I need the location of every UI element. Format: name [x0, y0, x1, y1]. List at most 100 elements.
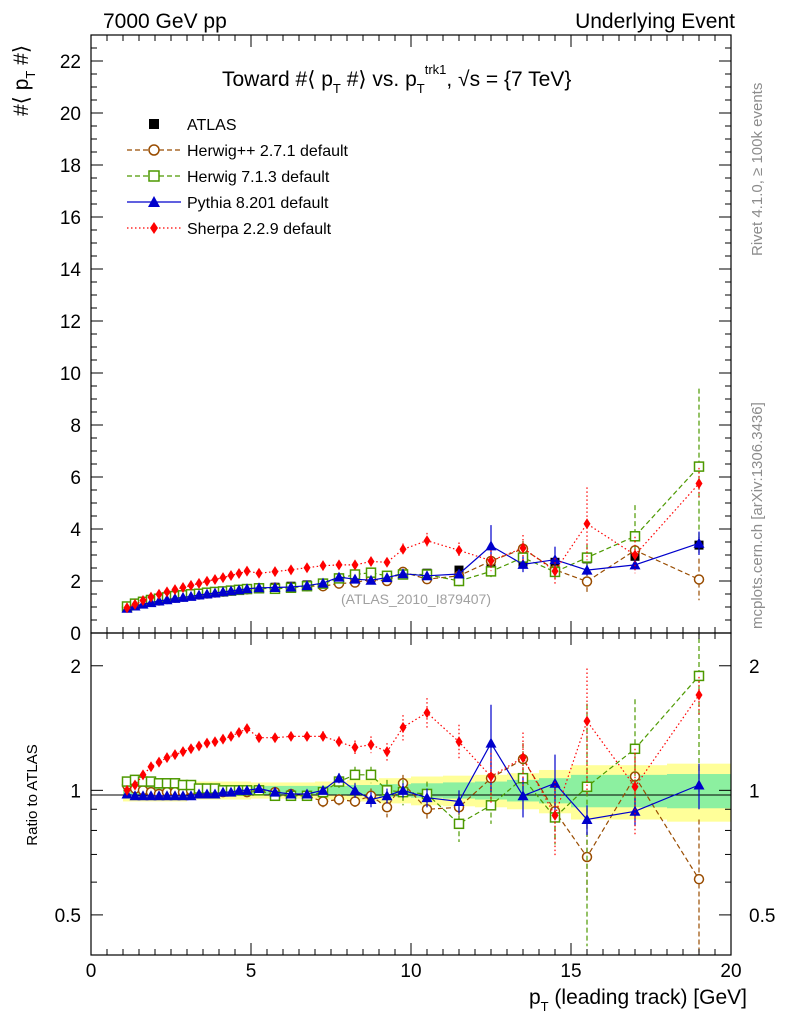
ratio-panel-frame	[90, 632, 732, 956]
ratio-point-pythia	[209, 788, 221, 799]
main-y-tick-label: 8	[70, 416, 81, 437]
ratio-y-axis-label: Ratio to ATLAS	[24, 744, 41, 845]
plot-title-sup: trk1	[425, 62, 447, 77]
main-point-sherpa	[131, 598, 139, 610]
x-axis-label-end: (leading track) [GeV]	[549, 986, 747, 1009]
ratio-point-sherpa	[399, 721, 407, 733]
main-point-sherpa	[631, 549, 639, 561]
plot-title-prefix: Toward #⟨ p	[222, 68, 333, 91]
analysis-watermark: (ATLAS_2010_I879407)	[341, 591, 491, 607]
x-tick-label: 20	[720, 961, 741, 982]
ratio-point-pythia	[397, 784, 409, 795]
main-point-sherpa	[163, 586, 171, 598]
main-point-pythia	[161, 594, 173, 605]
ratio-point-herwig7	[453, 818, 465, 830]
ratio-y-tick-label: 2	[70, 657, 81, 678]
ratio-point-sherpa	[287, 730, 295, 742]
main-point-pythia	[185, 590, 197, 601]
ratio-point-sherpa	[303, 730, 311, 742]
ratio-y-tick-label-right: 0.5	[749, 906, 775, 927]
main-line-herwig7	[126, 466, 700, 608]
ratio-point-sherpa	[163, 752, 171, 764]
main-point-sherpa	[147, 591, 155, 603]
ratio-point-herwigpp	[693, 873, 705, 885]
main-y-tick-label: 22	[60, 52, 81, 73]
ratio-point-sherpa	[227, 730, 235, 742]
legend-entry-atlas: ATLAS	[149, 117, 237, 134]
main-point-sherpa	[351, 559, 359, 571]
main-point-pythia	[421, 570, 433, 581]
ratio-point-sherpa	[271, 732, 279, 744]
main-point-sherpa	[287, 564, 295, 576]
ratio-point-sherpa	[147, 761, 155, 773]
main-point-pythia	[365, 574, 377, 585]
ratio-point-sherpa	[155, 756, 163, 768]
main-line-pythia	[126, 542, 700, 609]
main-point-sherpa	[519, 542, 527, 554]
main-y-axis-label-sub: T	[23, 71, 38, 79]
ratio-point-sherpa	[631, 781, 639, 793]
ratio-y-tick-label: 1	[70, 781, 81, 802]
main-point-pythia	[201, 588, 213, 599]
ratio-point-pythia	[241, 784, 253, 795]
ratio-point-sherpa	[195, 740, 203, 752]
legend-entry-herwig7: Herwig 7.1.3 default	[127, 169, 330, 186]
ratio-point-sherpa	[123, 784, 131, 796]
main-point-sherpa	[235, 567, 243, 579]
main-panel-series	[121, 388, 705, 614]
ratio-point-pythia	[233, 784, 245, 795]
main-point-pythia	[317, 577, 329, 588]
ratio-point-pythia	[365, 794, 377, 805]
legend-label-herwig7: Herwig 7.1.3 default	[187, 169, 330, 186]
main-point-sherpa	[255, 567, 263, 579]
ratio-y-tick-label-right: 2	[749, 657, 760, 678]
main-point-pythia	[581, 564, 593, 575]
main-point-sherpa	[383, 556, 391, 568]
ratio-point-sherpa	[131, 779, 139, 791]
main-y-axis-label-end: #⟩	[10, 45, 33, 71]
ratio-point-pythia	[485, 737, 497, 748]
rivet-version-label: Rivet 4.1.0, ≥ 100k events	[749, 83, 766, 256]
ratio-line-pythia	[126, 742, 700, 821]
main-point-sherpa	[139, 595, 147, 606]
main-point-herwigpp	[693, 574, 705, 585]
main-point-herwig7	[693, 461, 705, 472]
legend: ATLAS Herwig++ 2.7.1 default Herwig 7.1.3 …	[127, 117, 349, 238]
ratio-series-pythia	[121, 704, 705, 835]
ratio-y-tick-label: 0.5	[55, 906, 81, 927]
main-point-sherpa	[179, 582, 187, 593]
main-point-sherpa	[551, 565, 559, 577]
ratio-point-pythia	[137, 790, 149, 801]
x-axis-label-main: p	[529, 986, 541, 1009]
main-point-sherpa	[123, 602, 131, 614]
ratio-point-sherpa	[351, 741, 359, 753]
main-point-pythia	[217, 586, 229, 597]
ratio-point-sherpa	[187, 743, 195, 755]
main-point-sherpa	[399, 543, 407, 555]
legend-label-sherpa: Sherpa 2.2.9 default	[187, 221, 332, 238]
x-tick-label: 5	[246, 961, 257, 982]
main-point-sherpa	[203, 575, 211, 587]
main-point-pythia	[453, 568, 465, 579]
main-point-pythia	[349, 573, 361, 584]
legend-entry-herwigpp: Herwig++ 2.7.1 default	[127, 143, 349, 160]
ratio-point-sherpa	[171, 749, 179, 761]
ratio-point-pythia	[253, 783, 265, 794]
ratio-point-pythia	[317, 784, 329, 795]
ratio-point-sherpa	[487, 771, 495, 783]
main-point-sherpa	[171, 584, 179, 596]
ratio-point-herwigpp	[333, 794, 345, 805]
main-y-tick-label: 10	[60, 364, 81, 385]
x-tick-label: 0	[86, 961, 97, 982]
legend-label-atlas: ATLAS	[187, 117, 237, 134]
ratio-line-herwigpp	[126, 758, 700, 880]
main-point-sherpa	[211, 573, 219, 585]
ratio-point-sherpa	[367, 739, 375, 751]
ratio-point-pythia	[581, 814, 593, 825]
main-y-tick-label: 14	[60, 260, 82, 281]
main-point-pythia	[333, 571, 345, 582]
main-point-herwig7	[581, 552, 593, 563]
ratio-point-pythia	[145, 790, 157, 801]
ratio-point-pythia	[269, 786, 281, 797]
ratio-line-sherpa	[126, 694, 700, 817]
